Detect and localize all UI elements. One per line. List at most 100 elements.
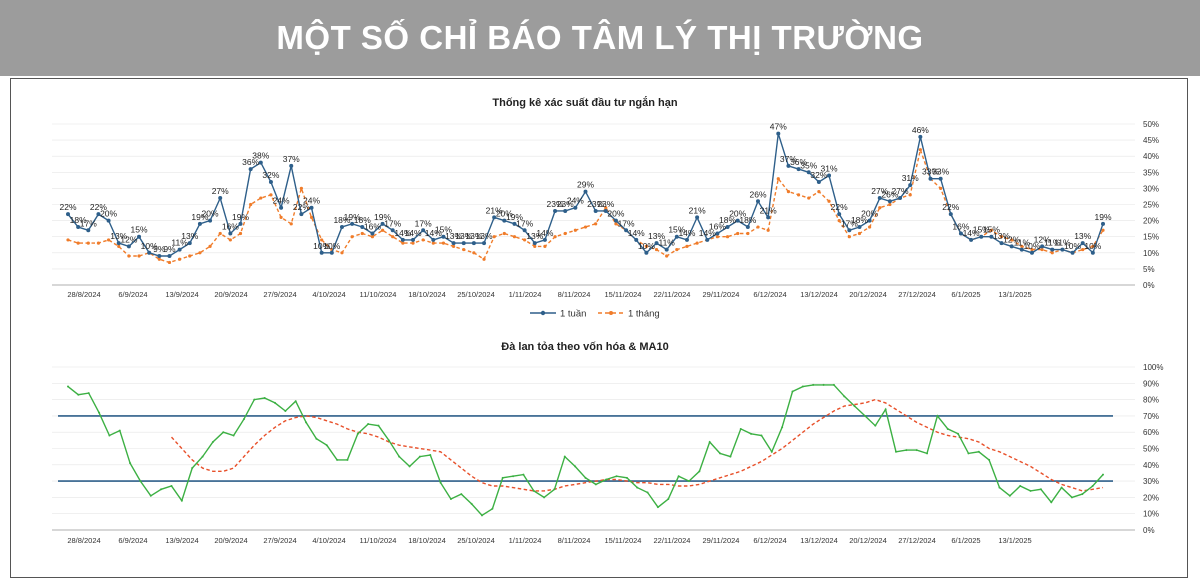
series-1-thang-point	[1030, 247, 1034, 252]
data-label: 14%	[628, 228, 645, 238]
data-label: 17%	[80, 218, 97, 228]
series-1-tuan-point	[553, 208, 558, 213]
series-1-tuan-point	[197, 221, 202, 226]
series-breadth-point	[346, 458, 349, 461]
data-label: 13%	[476, 231, 493, 241]
y-tick-label: 35%	[1143, 168, 1159, 177]
x-tick-label: 28/8/2024	[67, 536, 100, 545]
series-breadth-point	[605, 478, 608, 481]
series-1-thang-point	[380, 228, 385, 232]
series-1-tuan-point	[502, 218, 507, 223]
data-label: 17%	[618, 218, 635, 228]
x-tick-label: 27/9/2024	[263, 290, 296, 299]
series-1-tuan-point	[76, 225, 81, 230]
series-breadth-point	[377, 424, 380, 427]
series-1-thang-point	[86, 241, 90, 245]
series-breadth-point	[108, 434, 111, 437]
series-1-tuan-point	[1090, 250, 1095, 255]
series-breadth-point	[232, 434, 235, 437]
series-1-thang-point	[523, 238, 527, 242]
series-breadth-point	[636, 486, 639, 489]
x-tick-label: 20/12/2024	[849, 290, 887, 299]
data-label: 15%	[973, 225, 990, 235]
x-tick-label: 6/1/2025	[951, 290, 980, 299]
series-1-tuan-point	[390, 228, 395, 233]
x-tick-label: 6/1/2025	[951, 536, 980, 545]
series-1-tuan-point	[339, 225, 344, 230]
data-label: 11%	[1054, 238, 1071, 248]
series-1-thang-point	[766, 228, 770, 232]
series-1-thang-point	[543, 244, 547, 248]
series-breadth-point	[832, 383, 835, 386]
series-breadth-point	[98, 411, 101, 414]
series-1-tuan-point	[126, 244, 131, 249]
series-1-thang-point	[441, 241, 446, 245]
series-1-tuan-point	[887, 199, 892, 204]
series-1-tuan-point	[745, 225, 750, 230]
x-tick-label: 20/9/2024	[214, 290, 247, 299]
series-1-thang-point	[878, 206, 882, 210]
series-1-tuan-point	[877, 196, 882, 201]
series-1-tuan-point	[664, 247, 669, 252]
series-1-tuan-point	[380, 221, 385, 226]
series-breadth-point	[946, 427, 949, 430]
x-tick-label: 1/11/2024	[509, 536, 542, 545]
series-1-tuan-point	[857, 225, 862, 230]
series-1-tuan-point	[1080, 241, 1085, 246]
series-breadth-point	[884, 408, 887, 411]
y-tick-label: 40%	[1143, 461, 1159, 470]
x-tick-label: 22/11/2024	[654, 536, 691, 545]
chart2-title: Đà lan tỏa theo vốn hóa & MA10	[501, 341, 668, 353]
series-breadth-point	[274, 401, 276, 404]
x-tick-label: 13/1/2025	[998, 536, 1031, 545]
series-breadth-point	[512, 475, 515, 478]
series-1-tuan-point	[522, 228, 527, 233]
data-label: 14%	[404, 228, 421, 238]
series-breadth-point	[160, 488, 163, 491]
data-label: 32%	[262, 170, 279, 180]
series-1-tuan-point	[532, 241, 537, 246]
series-breadth-point	[853, 405, 856, 408]
series-1-thang-point	[117, 244, 121, 248]
header-banner	[0, 0, 1200, 76]
series-breadth-point	[129, 462, 132, 465]
x-tick-label: 15/11/2024	[605, 290, 642, 299]
series-1-thang-point	[1050, 251, 1054, 255]
x-tick-label: 13/1/2025	[998, 290, 1031, 299]
series-breadth-point	[418, 455, 421, 458]
chart-frame	[10, 78, 1188, 578]
series-1-tuan-point	[157, 254, 162, 259]
series-1-tuan-point	[66, 212, 70, 217]
data-label: 10%	[313, 241, 330, 251]
x-tick-label: 20/12/2024	[849, 536, 887, 545]
series-1-thang-point	[96, 241, 101, 245]
series-breadth-point	[481, 514, 483, 517]
data-label: 14%	[536, 228, 553, 238]
x-tick-label: 20/9/2024	[214, 536, 247, 545]
series-1-tuan-point	[319, 250, 324, 255]
series-1-tuan-point	[411, 237, 415, 242]
series-breadth-point	[791, 390, 794, 393]
series-1-tuan-point	[715, 231, 720, 236]
data-label: 10%	[1023, 241, 1040, 251]
series-1-thang-point	[157, 257, 161, 261]
series-1-thang-point	[604, 206, 608, 210]
data-label: 11%	[1014, 238, 1031, 248]
data-label: 24%	[273, 196, 290, 206]
series-1-tuan-point	[258, 160, 263, 165]
series-breadth-point	[905, 449, 908, 452]
x-tick-label: 22/11/2024	[654, 290, 691, 299]
data-label: 19%	[232, 212, 249, 222]
series-1-thang-point	[776, 177, 780, 181]
x-tick-label: 13/12/2024	[800, 290, 838, 299]
data-label: 26%	[749, 189, 766, 199]
series-breadth-point	[801, 385, 804, 388]
y-tick-label: 40%	[1143, 152, 1159, 161]
series-1-tuan-point	[137, 234, 142, 239]
data-label: 13%	[110, 231, 127, 241]
series-breadth-point	[543, 496, 546, 499]
series-breadth-point	[1019, 484, 1022, 487]
series-1-tuan-point	[329, 250, 334, 255]
series-1-thang-point	[249, 202, 253, 207]
series-1-thang-point	[391, 235, 395, 239]
